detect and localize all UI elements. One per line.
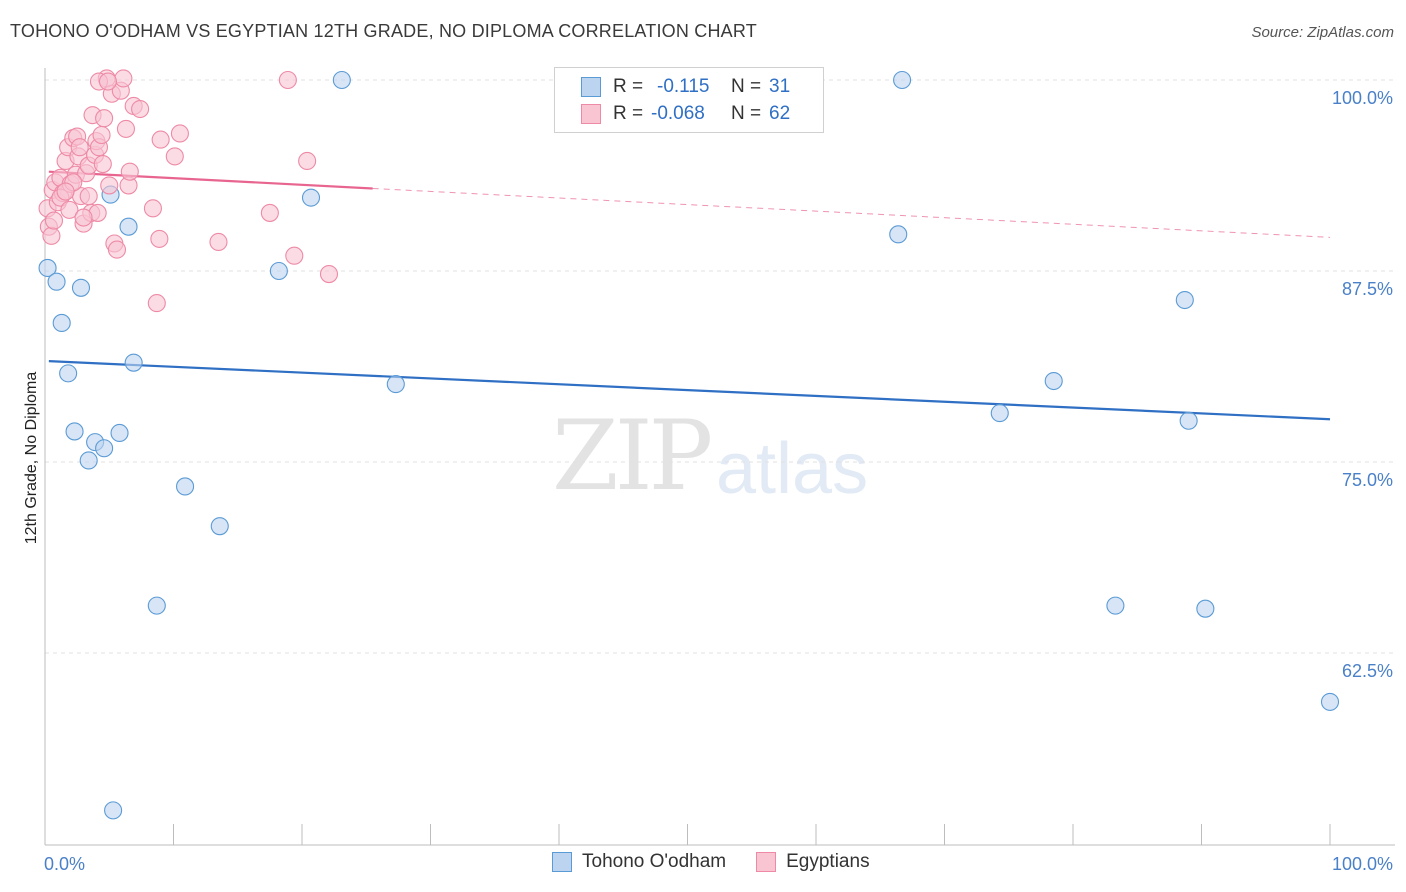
tohono-swatch-icon (581, 77, 601, 97)
x-tick-label: 100.0% (1332, 854, 1393, 874)
axes (44, 68, 1395, 846)
egyptians-point (143, 199, 162, 218)
tohono-point (52, 313, 71, 333)
tohono-point (301, 188, 321, 207)
tohono-point (269, 261, 288, 281)
egyptians-trend-line (48, 170, 373, 190)
egyptians-point (95, 109, 114, 128)
egyptians-point (100, 176, 119, 195)
axis-labels: 100.0% 87.5% 75.0% 62.5% 0.0% 100.0% 12th Grad… (23, 88, 1393, 874)
tohono-point (79, 451, 98, 470)
series-legend: Tohono O'odham Egyptians (552, 851, 900, 873)
legend-n-label: N = (731, 103, 762, 124)
egyptians-point (285, 246, 304, 265)
tohono-point (110, 423, 129, 443)
tohono-point (332, 70, 351, 90)
legend-item-egyptians[interactable]: Egyptians (756, 851, 870, 873)
legend-n-value: 31 (769, 76, 791, 97)
legend-row-tohono: R = -0.115 N = 31 (581, 75, 790, 99)
egyptians-point (56, 182, 75, 201)
tohono-point (38, 258, 57, 277)
tohono-point (1106, 596, 1125, 615)
legend-n-value: 62 (769, 103, 791, 124)
tohono-trend-line (48, 360, 1331, 421)
egyptians-point (93, 154, 112, 174)
egyptians-point (260, 203, 279, 222)
egyptians-point (170, 124, 189, 143)
egyptians-point (131, 99, 150, 119)
y-tick-label: 100.0% (1332, 88, 1393, 108)
tohono-point (1320, 692, 1340, 711)
y-tick-label: 75.0% (1342, 470, 1393, 490)
egyptians-point (209, 232, 228, 252)
gridlines (45, 79, 1395, 654)
egyptians-point (319, 265, 339, 284)
y-tick-label: 62.5% (1342, 661, 1393, 681)
egyptians-swatch-icon (581, 104, 601, 124)
tohono-point (386, 375, 405, 394)
tohono-point (65, 422, 84, 441)
tohono-point (990, 404, 1009, 423)
egyptians-point (120, 162, 139, 181)
egyptians-point (278, 70, 297, 90)
tohono-point (59, 364, 78, 383)
egyptians-point (79, 187, 98, 206)
tohono-point (147, 596, 166, 615)
egyptians-point (165, 147, 184, 166)
egyptians-point (150, 229, 169, 248)
egyptians-point (44, 211, 64, 230)
tohono-point (124, 353, 143, 372)
tohono-point (95, 439, 114, 458)
egyptians-point (114, 69, 133, 88)
tohono-point (119, 217, 138, 236)
tohono-point (104, 801, 123, 820)
watermark-zip: ZIP (552, 400, 713, 512)
legend-r-value: -0.068 (651, 103, 705, 124)
tohono-swatch-icon (552, 852, 572, 872)
legend-r-value: -0.115 (657, 76, 710, 97)
y-tick-label: 87.5% (1342, 279, 1393, 299)
data-points (38, 69, 1340, 820)
egyptians-point (298, 151, 317, 171)
egyptians-point (42, 226, 61, 245)
stats-legend: R = -0.115 N = 31 R = -0.068 N = 62 (554, 67, 824, 133)
legend-n-label: N = (731, 76, 762, 97)
egyptians-point (107, 240, 127, 259)
y-axis-label: 12th Grade, No Diploma (23, 372, 40, 545)
tohono-point (889, 225, 908, 244)
egyptians-point (116, 119, 136, 138)
tohono-point (1179, 411, 1198, 430)
egyptians-point (147, 294, 166, 313)
legend-r-label: R = (613, 76, 644, 97)
egyptians-swatch-icon (756, 852, 777, 872)
legend-item-tohono[interactable]: Tohono O'odham (552, 851, 726, 873)
tohono-point (71, 278, 91, 297)
egyptians-trend-extension (372, 187, 1331, 238)
legend-row-egyptians: R = -0.068 N = 62 (581, 102, 790, 126)
tohono-point (1044, 371, 1063, 391)
egyptians-point (98, 72, 118, 91)
tohono-point (47, 272, 66, 291)
egyptians-point (70, 138, 89, 157)
egyptians-point (60, 200, 79, 219)
legend-item-label: Egyptians (786, 851, 870, 872)
x-tick-label: 0.0% (44, 854, 85, 874)
tohono-point (210, 517, 229, 536)
egyptians-point (151, 130, 170, 149)
chart-title: TOHONO O'ODHAM VS EGYPTIAN 12TH GRADE, N… (10, 21, 757, 41)
trend-lines (48, 170, 1331, 421)
watermark-atlas: atlas (716, 429, 869, 509)
legend-r-label: R = (613, 103, 644, 124)
legend-item-label: Tohono O'odham (582, 851, 727, 872)
tohono-point (893, 70, 912, 90)
tohono-point (176, 477, 195, 496)
tohono-point (1196, 599, 1215, 618)
egyptians-point (74, 208, 93, 227)
egyptians-point (92, 125, 111, 145)
chart-source: Source: ZipAtlas.com (1251, 24, 1394, 41)
tohono-point (1175, 290, 1194, 310)
